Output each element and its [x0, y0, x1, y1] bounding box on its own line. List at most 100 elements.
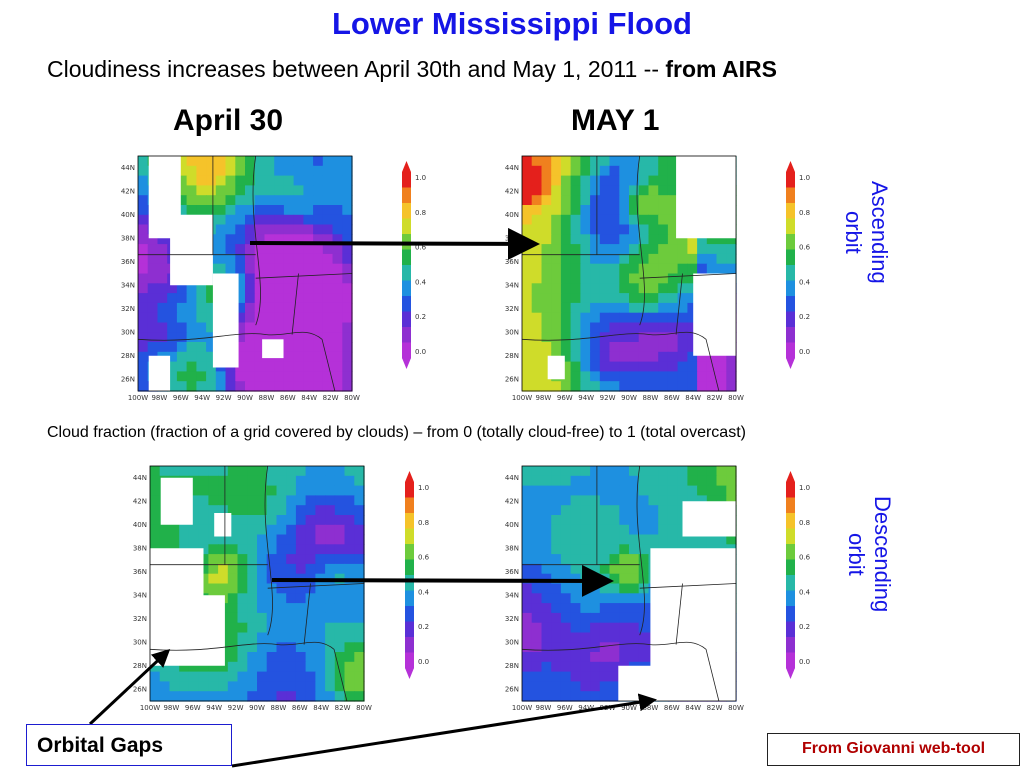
lon-tick-label: 92W: [600, 394, 616, 402]
colorbar-segment: [405, 590, 414, 607]
colorbar-segment: [402, 311, 411, 328]
colorbar-segment: [786, 265, 795, 281]
colorbar-tick-label: 1.0: [415, 174, 426, 182]
colorbar-segment: [786, 528, 795, 545]
lon-tick-label: 98W: [163, 704, 179, 712]
lat-tick-label: 28N: [505, 352, 519, 360]
lat-tick-label: 30N: [121, 328, 135, 336]
colorbar-top-triangle: [402, 161, 411, 172]
colorbar-segment: [786, 342, 795, 359]
column-label-april-30: April 30: [173, 104, 284, 137]
colorbar-tick-label: 0.6: [799, 244, 811, 252]
colorbar-segment: [786, 637, 795, 653]
lon-tick-label: 100W: [140, 704, 160, 712]
map-ascending-may-1: 44N 42N 40N 38N 36N 34N 32N 30N 28N 26N 100W 98W 96W…: [505, 155, 744, 402]
lat-tick-label: 26N: [505, 375, 519, 383]
orbital-gaps-callout: Orbital Gaps: [26, 724, 232, 766]
lon-tick-label: 80W: [728, 394, 744, 402]
colorbar-segment: [786, 590, 795, 607]
lon-tick-label: 100W: [512, 704, 532, 712]
colorbar-segment: [786, 296, 795, 312]
colorbar-segment: [402, 327, 411, 343]
lat-tick-label: 28N: [505, 662, 519, 670]
lon-tick-label: 90W: [249, 704, 265, 712]
map-descending-may-1: 44N 42N 40N 38N 36N 34N 32N 30N 28N 26N 100W 98W 96W…: [505, 465, 744, 712]
lat-tick-label: 28N: [121, 352, 135, 360]
map-descending-april-30: 44N 42N 40N 38N 36N 34N 32N 30N 28N 26N 100W 98W 96W…: [133, 465, 372, 712]
lon-tick-label: 86W: [664, 704, 680, 712]
colorbar-segment: [786, 482, 795, 498]
colorbar-tick-label: 0.8: [418, 519, 429, 527]
colorbar-segment: [786, 249, 795, 266]
colorbar-bottom-triangle: [405, 668, 414, 679]
lat-tick-label: 44N: [505, 164, 519, 172]
lat-tick-label: 44N: [121, 164, 135, 172]
colorbar-tick-label: 0.8: [415, 209, 426, 217]
colorbar-tick-label: 0.8: [799, 519, 810, 527]
colorbar-tick-label: 0.0: [799, 658, 810, 666]
lon-tick-label: 84W: [685, 394, 701, 402]
colorbar-tick-label: 0.2: [418, 623, 429, 631]
colorbar-segment: [786, 172, 795, 188]
map-ascending-april-30: 44N 42N 40N 38N 36N 34N 32N 30N 28N 26N 100W 98W 96W…: [121, 155, 360, 402]
lon-tick-label: 94W: [578, 394, 594, 402]
cloud-field: [138, 156, 353, 392]
lon-tick-label: 88W: [642, 394, 658, 402]
lon-tick-label: 98W: [151, 394, 167, 402]
colorbar-segment: [402, 218, 411, 235]
colorbar-tick-label: 1.0: [799, 174, 810, 182]
cloud-field: [522, 156, 737, 392]
lon-tick-label: 80W: [728, 704, 744, 712]
lon-tick-label: 94W: [194, 394, 210, 402]
colorbar-bottom-triangle: [786, 668, 795, 679]
colorbar-segment: [402, 280, 411, 297]
colorbar-tick-label: 0.2: [415, 313, 426, 321]
lon-tick-label: 88W: [258, 394, 274, 402]
colorbar-segment: [405, 482, 414, 498]
lat-tick-label: 40N: [505, 211, 519, 219]
lat-tick-label: 38N: [133, 544, 147, 552]
lat-tick-label: 42N: [505, 497, 519, 505]
page-title: Lower Mississippi Flood: [332, 6, 692, 41]
colorbar-segment: [402, 203, 411, 219]
lon-tick-label: 90W: [621, 394, 637, 402]
colorbar-segment: [402, 342, 411, 359]
colorbar-tick-label: 0.6: [799, 554, 811, 562]
lat-tick-label: 40N: [133, 521, 147, 529]
colorbar-segment: [405, 606, 414, 622]
lat-tick-label: 34N: [133, 591, 147, 599]
colorbar-tick-label: 0.4: [799, 588, 811, 596]
lat-tick-label: 34N: [121, 281, 135, 289]
lat-tick-label: 28N: [133, 662, 147, 670]
lon-tick-label: 98W: [535, 394, 551, 402]
colorbar-descending-left: 1.0 0.8 0.6 0.4 0.2 0.0: [405, 471, 430, 679]
lat-tick-label: 44N: [505, 474, 519, 482]
cloud-field: [522, 466, 737, 702]
colorbar-tick-label: 1.0: [799, 484, 810, 492]
state-boundaries: [521, 465, 737, 702]
lon-tick-label: 92W: [216, 394, 232, 402]
colorbar-descending-right: 1.0 0.8 0.6 0.4 0.2 0.0: [786, 471, 811, 679]
colorbar-segment: [786, 606, 795, 622]
lat-tick-label: 36N: [505, 258, 519, 266]
lat-tick-label: 44N: [133, 474, 147, 482]
colorbar-top-triangle: [786, 471, 795, 482]
colorbar-segment: [405, 497, 414, 514]
lon-tick-label: 82W: [335, 704, 351, 712]
lon-tick-label: 100W: [512, 394, 532, 402]
lon-tick-label: 90W: [621, 704, 637, 712]
colorbar-ascending-left: 1.0 0.8 0.6 0.4 0.2 0.0: [402, 161, 427, 369]
colorbar-tick-label: 0.0: [415, 348, 426, 356]
colorbar-tick-label: 0.0: [418, 658, 429, 666]
lon-tick-label: 92W: [228, 704, 244, 712]
lon-tick-label: 92W: [600, 704, 616, 712]
colorbar-tick-label: 1.0: [418, 484, 429, 492]
colorbar-segment: [786, 621, 795, 638]
lat-tick-label: 30N: [505, 638, 519, 646]
colorbar-top-triangle: [786, 161, 795, 172]
lat-tick-label: 40N: [505, 521, 519, 529]
colorbar-segment: [786, 327, 795, 343]
colorbar-segment: [786, 575, 795, 591]
colorbar-segment: [402, 234, 411, 250]
lat-tick-label: 42N: [133, 497, 147, 505]
